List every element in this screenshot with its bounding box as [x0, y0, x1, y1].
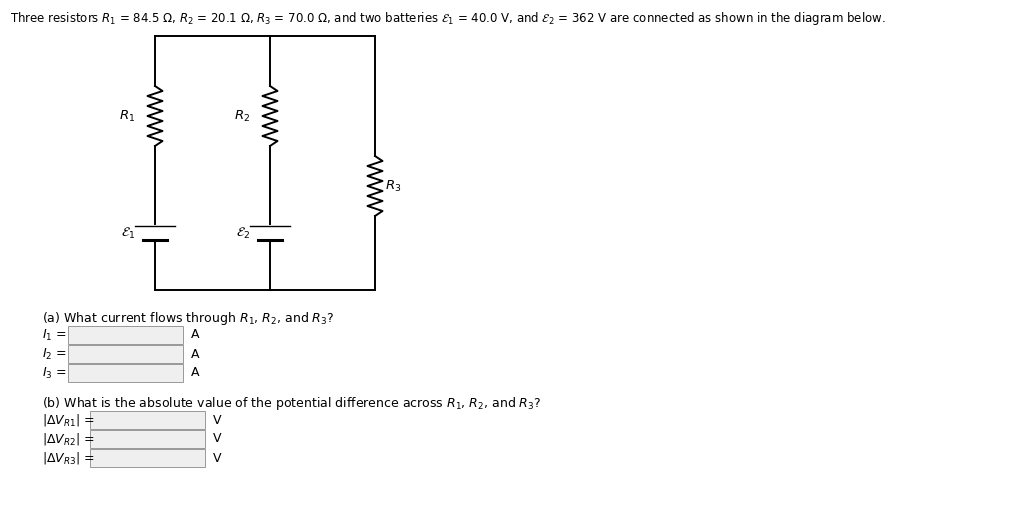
FancyBboxPatch shape [90, 430, 205, 448]
Text: $\mathcal{E}_2$: $\mathcal{E}_2$ [236, 226, 250, 241]
Text: $R_1$: $R_1$ [119, 108, 135, 123]
Text: $\mathcal{E}_1$: $\mathcal{E}_1$ [121, 226, 135, 241]
Text: A: A [191, 366, 200, 379]
Text: Three resistors $R_1$ = 84.5 Ω, $R_2$ = 20.1 Ω, $R_3$ = 70.0 Ω, and two batterie: Three resistors $R_1$ = 84.5 Ω, $R_2$ = … [10, 10, 886, 27]
FancyBboxPatch shape [90, 449, 205, 467]
Text: A: A [191, 347, 200, 361]
Text: $|\Delta V_{R3}|$ =: $|\Delta V_{R3}|$ = [42, 450, 95, 466]
Text: V: V [213, 414, 221, 427]
Text: V: V [213, 432, 221, 446]
Text: $R_3$: $R_3$ [385, 178, 401, 194]
Text: $I_1$ =: $I_1$ = [42, 328, 67, 342]
FancyBboxPatch shape [90, 411, 205, 429]
Text: (a) What current flows through $R_1$, $R_2$, and $R_3$?: (a) What current flows through $R_1$, $R… [42, 310, 334, 327]
FancyBboxPatch shape [68, 326, 183, 344]
FancyBboxPatch shape [68, 364, 183, 382]
Text: $I_3$ =: $I_3$ = [42, 365, 67, 380]
FancyBboxPatch shape [68, 345, 183, 363]
Text: A: A [191, 329, 200, 341]
Text: V: V [213, 452, 221, 464]
Text: (b) What is the absolute value of the potential difference across $R_1$, $R_2$, : (b) What is the absolute value of the po… [42, 395, 542, 412]
Text: $|\Delta V_{R1}|$ =: $|\Delta V_{R1}|$ = [42, 412, 95, 428]
Text: $R_2$: $R_2$ [233, 108, 250, 123]
Text: $|\Delta V_{R2}|$ =: $|\Delta V_{R2}|$ = [42, 431, 95, 447]
Text: $I_2$ =: $I_2$ = [42, 346, 67, 362]
